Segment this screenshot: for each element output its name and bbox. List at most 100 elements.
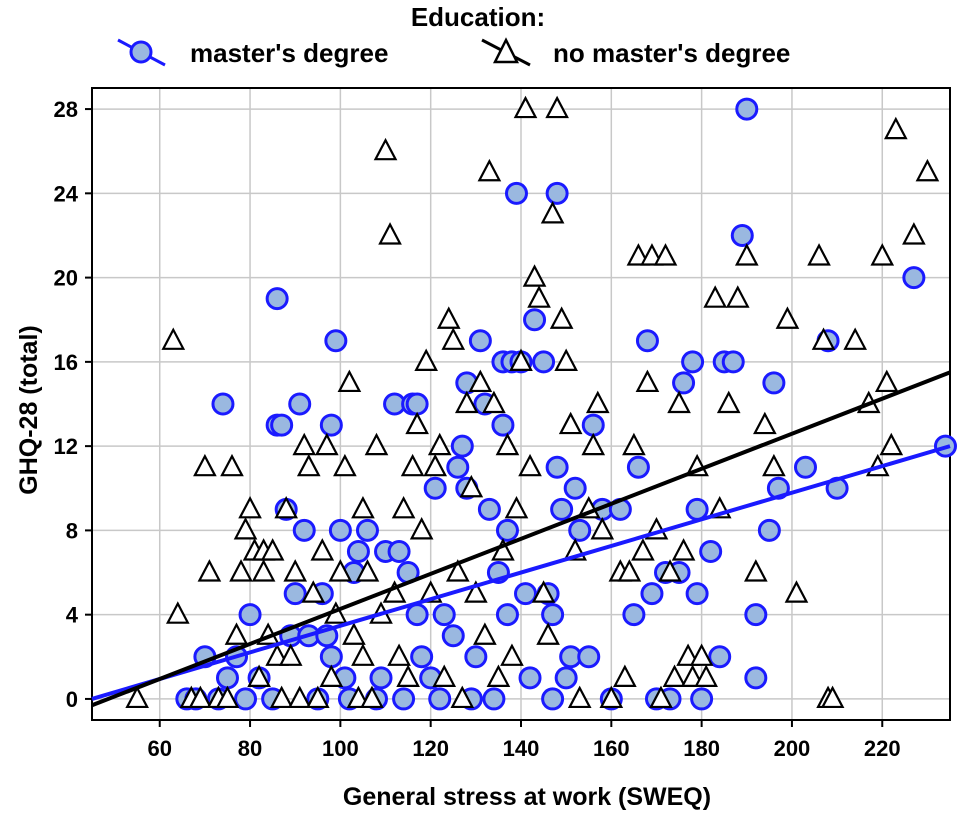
point-master bbox=[672, 371, 696, 395]
x-tick-label: 180 bbox=[683, 736, 720, 761]
point-no-master bbox=[667, 390, 691, 414]
axis-ticks: 60 80 100 120 140 160 180 200 220 0 4 8 12 16 20 24 28 bbox=[54, 97, 901, 761]
x-tick-label: 160 bbox=[593, 736, 630, 761]
y-tick-label: 8 bbox=[66, 518, 78, 543]
point-no-master bbox=[549, 306, 574, 329]
point-no-master bbox=[540, 201, 565, 224]
point-no-master bbox=[843, 327, 867, 350]
point-no-master bbox=[296, 453, 321, 477]
point-no-master bbox=[784, 580, 809, 603]
point-no-master bbox=[473, 622, 497, 645]
point-master bbox=[504, 181, 528, 205]
point-no-master bbox=[495, 432, 520, 456]
point-master bbox=[392, 687, 416, 711]
point-no-master bbox=[671, 538, 696, 561]
point-no-master bbox=[445, 559, 470, 582]
point-master bbox=[450, 434, 474, 458]
y-tick-label: 0 bbox=[66, 687, 78, 712]
point-no-master bbox=[450, 685, 475, 709]
point-no-master bbox=[694, 664, 718, 687]
trendline-master bbox=[91, 444, 951, 701]
point-master bbox=[626, 455, 650, 479]
point-master bbox=[541, 603, 565, 627]
point-no-master bbox=[820, 685, 845, 709]
point-no-master bbox=[807, 243, 831, 266]
legend-master-circle-icon bbox=[129, 40, 153, 64]
legend: Education: master's degree no master's d… bbox=[117, 2, 790, 68]
point-master bbox=[495, 518, 519, 542]
point-no-master bbox=[360, 685, 384, 709]
point-no-master bbox=[631, 538, 655, 561]
x-tick-label: 220 bbox=[864, 736, 901, 761]
point-no-master bbox=[436, 306, 461, 329]
point-master bbox=[324, 329, 348, 353]
point-no-master bbox=[441, 327, 466, 350]
point-no-master bbox=[915, 158, 940, 182]
point-master bbox=[405, 603, 429, 627]
point-master bbox=[514, 582, 538, 606]
point-no-master bbox=[689, 643, 714, 666]
point-no-master bbox=[269, 685, 294, 709]
point-no-master bbox=[811, 327, 836, 350]
point-no-master bbox=[193, 453, 217, 477]
point-no-master bbox=[337, 369, 362, 393]
point-master bbox=[288, 392, 312, 416]
point-no-master bbox=[220, 453, 244, 477]
point-master bbox=[744, 666, 768, 690]
point-master bbox=[346, 539, 370, 563]
point-master bbox=[482, 687, 506, 711]
point-no-master bbox=[251, 559, 276, 582]
point-no-master bbox=[301, 580, 326, 603]
point-master bbox=[328, 518, 352, 542]
point-master bbox=[495, 603, 519, 627]
point-no-master bbox=[355, 559, 380, 582]
point-master bbox=[270, 413, 294, 437]
point-master bbox=[423, 476, 447, 500]
point-no-master bbox=[585, 390, 610, 414]
point-no-master bbox=[753, 411, 777, 435]
point-no-master bbox=[305, 685, 330, 709]
point-no-master bbox=[427, 432, 452, 456]
series-master-points bbox=[175, 97, 957, 711]
point-no-master bbox=[432, 664, 457, 687]
point-no-master bbox=[342, 622, 366, 645]
point-master bbox=[699, 539, 723, 563]
point-master bbox=[622, 603, 646, 627]
point-master bbox=[265, 287, 289, 311]
point-master bbox=[541, 687, 565, 711]
point-no-master bbox=[464, 580, 488, 603]
point-no-master bbox=[351, 643, 375, 666]
point-no-master bbox=[716, 390, 741, 414]
point-no-master bbox=[558, 411, 583, 435]
y-tick-label: 12 bbox=[54, 434, 78, 459]
x-tick-label: 140 bbox=[503, 736, 540, 761]
point-master bbox=[793, 455, 817, 479]
point-no-master bbox=[274, 495, 299, 519]
point-no-master bbox=[653, 243, 678, 266]
point-master bbox=[757, 518, 781, 542]
point-no-master bbox=[260, 538, 285, 561]
point-no-master bbox=[491, 538, 515, 561]
y-tick-label: 28 bbox=[54, 97, 78, 122]
legend-entry-master: master's degree bbox=[117, 38, 388, 68]
point-no-master bbox=[387, 643, 411, 666]
point-no-master bbox=[391, 495, 416, 519]
point-no-master bbox=[477, 158, 502, 182]
point-no-master bbox=[500, 643, 524, 666]
point-no-master bbox=[522, 264, 547, 287]
point-no-master bbox=[423, 453, 448, 477]
point-no-master bbox=[405, 411, 429, 435]
point-master bbox=[762, 371, 786, 395]
point-master bbox=[464, 645, 488, 669]
point-master bbox=[744, 603, 768, 627]
point-master bbox=[563, 476, 587, 500]
point-no-master bbox=[364, 432, 389, 456]
point-master bbox=[708, 645, 732, 669]
point-no-master bbox=[874, 369, 899, 393]
point-no-master bbox=[224, 622, 249, 645]
point-no-master bbox=[486, 664, 511, 687]
point-no-master bbox=[662, 664, 687, 687]
point-master bbox=[355, 518, 379, 542]
point-no-master bbox=[581, 432, 606, 456]
point-master bbox=[550, 497, 574, 521]
